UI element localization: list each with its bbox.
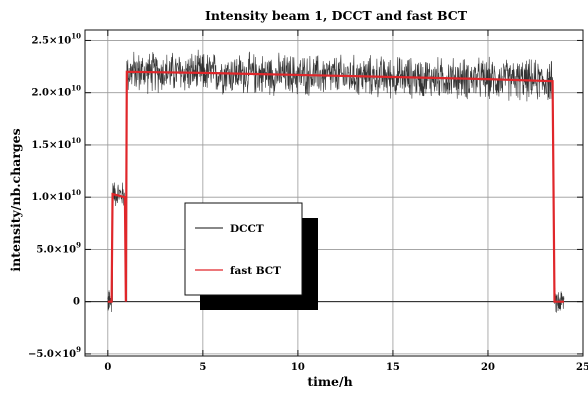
x-tick-label: 20 [481, 362, 495, 373]
chart-title: Intensity beam 1, DCCT and fast BCT [205, 8, 468, 23]
series-line-dcct [107, 49, 565, 313]
y-tick-label: 1.5×1010 [32, 136, 82, 151]
tick-labels: 0 5 10 15 20 25 2.5×1010 2.0×1010 1.5×1010 1.0×10… [28, 31, 588, 373]
y-axis-label: intensity/nb.charges [8, 128, 23, 271]
legend-label-fast-bct: fast BCT [230, 265, 281, 277]
plot-border [84, 29, 584, 357]
y-tick-label: −5.0×109 [28, 345, 81, 360]
x-tick-label: 0 [104, 362, 111, 373]
y-tick-label: 0 [73, 297, 80, 308]
y-tick-label: 1.0×1010 [32, 188, 82, 203]
x-axis-label: time/h [307, 374, 352, 389]
plot-frame [84, 29, 584, 357]
x-tick-label: 5 [199, 362, 206, 373]
legend-box [184, 202, 303, 296]
y-tick-label: 5.0×109 [36, 240, 81, 255]
series-layer [107, 49, 565, 313]
x-tick-label: 10 [291, 362, 305, 373]
series-line-fast-bct [107, 70, 564, 303]
x-tick-label: 25 [576, 362, 588, 373]
y-tick-label: 2.0×1010 [32, 84, 82, 99]
x-tick-label: 15 [386, 362, 400, 373]
legend: DCCT fast BCT [184, 202, 318, 310]
y-tick-label: 2.5×1010 [32, 31, 82, 46]
legend-label-dcct: DCCT [230, 223, 264, 235]
